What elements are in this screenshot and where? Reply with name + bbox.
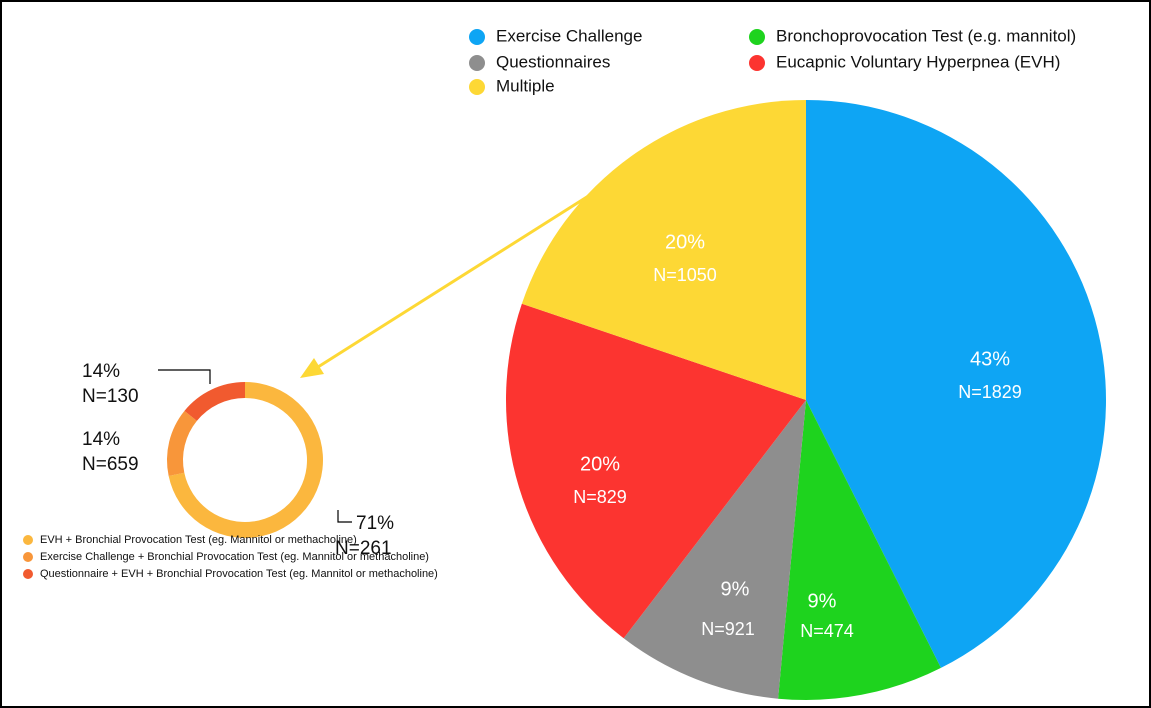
legend-label: Exercise Challenge + Bronchial Provocati… <box>40 551 429 563</box>
leader <box>337 510 352 523</box>
count-label: N=921 <box>701 619 755 639</box>
legend-swatch <box>469 55 485 71</box>
legend-swatch <box>749 55 765 71</box>
value-label: 71% <box>356 513 394 534</box>
wedge <box>521 100 806 400</box>
value-label: 9% <box>808 590 837 612</box>
legend-swatch <box>469 29 485 45</box>
arrow <box>317 193 591 369</box>
wedge <box>184 382 245 421</box>
legend-swatch <box>23 535 33 545</box>
legend-swatch <box>23 552 33 562</box>
legend-label: Bronchoprovocation Test (e.g. mannitol) <box>776 26 1076 45</box>
legend-label: Eucapnic Voluntary Hyperpnea (EVH) <box>776 52 1060 71</box>
arrow-head <box>300 358 324 378</box>
value-label: 20% <box>580 453 620 475</box>
count-label: N=1050 <box>653 265 717 285</box>
count-label: N=1829 <box>958 382 1022 402</box>
count-label: N=261 <box>335 538 392 559</box>
value-label: 20% <box>665 231 705 253</box>
count-label: N=829 <box>573 487 627 507</box>
wedge <box>806 100 1107 668</box>
wedge <box>778 400 941 701</box>
leader <box>158 369 211 384</box>
value-label: 14% <box>82 429 120 450</box>
legend-label: EVH + Bronchial Provocation Test (eg. Ma… <box>40 534 357 546</box>
wedge <box>623 400 806 699</box>
value-label: 43% <box>970 348 1010 370</box>
legend-label: Exercise Challenge <box>496 26 642 45</box>
legend-swatch <box>749 29 765 45</box>
legend-label: Multiple <box>496 76 555 95</box>
value-label: 14% <box>82 361 120 382</box>
wedge <box>167 410 197 476</box>
wedge <box>505 303 806 639</box>
legend-swatch <box>23 569 33 579</box>
legend-swatch <box>469 79 485 95</box>
legend-label: Questionnaires <box>496 52 610 71</box>
count-label: N=474 <box>800 621 854 641</box>
value-label: 9% <box>721 578 750 600</box>
count-label: N=659 <box>82 454 139 475</box>
count-label: N=130 <box>82 386 139 407</box>
legend-label: Questionnaire + EVH + Bronchial Provocat… <box>40 568 438 580</box>
